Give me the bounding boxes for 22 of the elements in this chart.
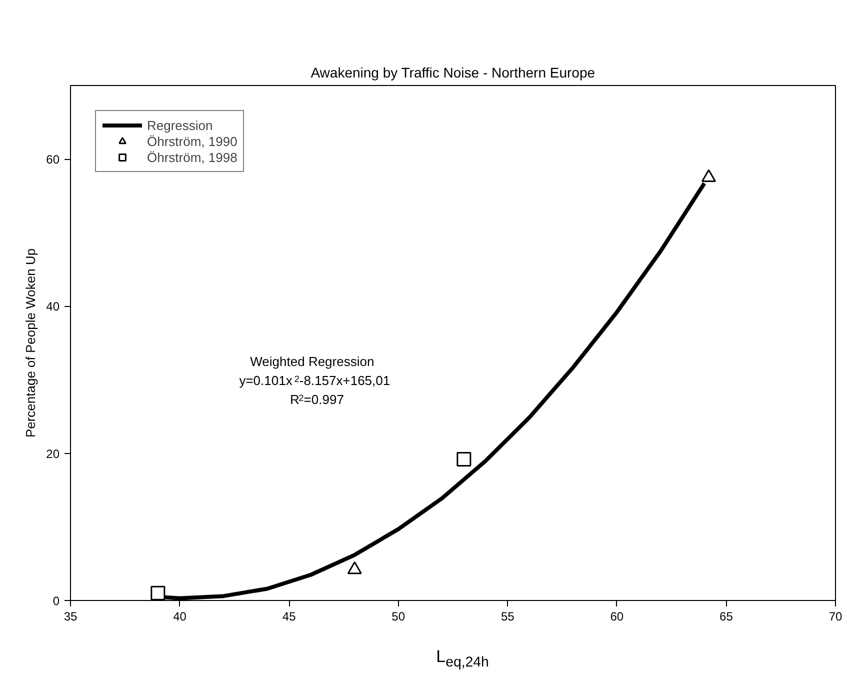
legend-label: Öhrström, 1998	[147, 149, 238, 165]
x-axis-title: L$_{eq,24h}$	[436, 647, 489, 670]
x-tick-label: 70	[828, 610, 842, 624]
y-tick-label: 40	[46, 300, 60, 314]
point	[701, 169, 716, 182]
point	[456, 452, 472, 466]
x-tick-label: 40	[173, 610, 187, 624]
x-tick-label: 50	[392, 610, 406, 624]
x-tick-label: 65	[720, 610, 734, 624]
legend-label: Regression	[147, 117, 213, 133]
y-tick-label: 0	[52, 594, 60, 608]
legend-label: Öhrström, 1990	[147, 133, 238, 149]
y-axis-title: Percentage of People Woken Up	[23, 248, 38, 438]
x-tick-label: 60	[610, 610, 624, 624]
x-tick-label: 55	[500, 610, 515, 624]
y-tick-label: 60	[46, 152, 60, 167]
annotation: Weighted Regression	[250, 354, 374, 369]
point	[150, 586, 166, 600]
x-tick-label: 45	[282, 610, 296, 624]
x-tick-label: 35	[64, 610, 78, 624]
chart-title: Awakening by Traffic Noise - Northern Europe	[310, 64, 596, 80]
y-tick-label: 20	[46, 446, 60, 461]
